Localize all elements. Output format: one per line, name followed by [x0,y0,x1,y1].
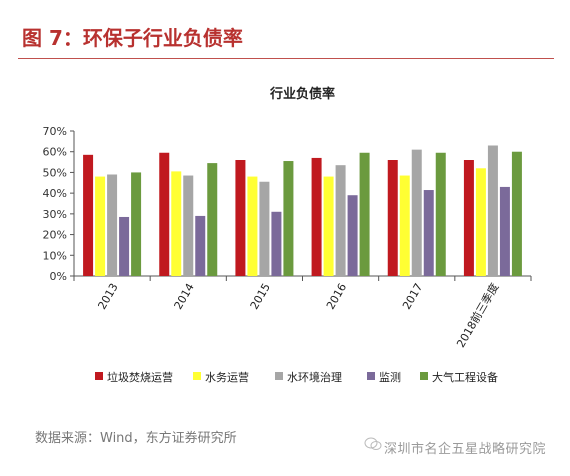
bar-2018前三季度-水环境治理 [487,145,498,276]
legend-label: 水务运营 [205,370,249,384]
bar-2017-水环境治理 [411,149,422,276]
x-tick-label: 2013 [95,281,120,312]
bar-2018前三季度-监测 [499,186,510,276]
bar-2013-水务运营 [95,176,106,276]
legend-label: 大气工程设备 [432,370,498,384]
legend-swatch-垃圾焚烧运营 [95,372,103,380]
y-tick-label: 50% [43,166,67,179]
bar-2014-水环境治理 [183,175,194,276]
bar-2016-监测 [347,195,358,276]
bar-2015-监测 [271,211,282,276]
x-tick-label: 2018前三季度 [453,280,501,349]
legend-label: 水环境治理 [287,370,342,384]
legend-swatch-大气工程设备 [420,372,428,380]
y-tick-label: 40% [43,187,67,200]
chart-title: 行业负债率 [269,86,335,102]
bar-2013-垃圾焚烧运营 [83,154,94,276]
y-tick-label: 0% [50,270,67,283]
bar-2014-监测 [195,215,206,276]
bar-2016-水务运营 [323,176,334,276]
bar-2017-大气工程设备 [435,152,446,276]
legend-label: 垃圾焚烧运营 [107,370,173,384]
x-tick-label: 2016 [324,281,349,312]
bar-2014-大气工程设备 [207,163,218,276]
legend-swatch-监测 [367,372,375,380]
legend-swatch-水务运营 [193,372,201,380]
bar-2015-大气工程设备 [283,161,294,276]
bar-2013-监测 [119,216,130,276]
legend-swatch-水环境治理 [275,372,283,380]
bar-2015-水环境治理 [259,181,270,276]
figure-title: 图 7：环保子行业负债率 [22,26,243,50]
x-tick-label: 2015 [248,281,273,312]
y-tick-label: 30% [43,208,67,221]
bar-2015-水务运营 [247,176,258,276]
x-tick-label: 2014 [172,281,197,312]
legend-label: 监测 [379,371,401,384]
bar-2014-水务运营 [171,171,182,276]
title-divider [18,58,554,59]
bar-2014-垃圾焚烧运营 [159,152,170,276]
bar-2015-垃圾焚烧运营 [235,160,246,276]
source-note: 数据来源：Wind，东方证券研究所 [35,431,237,446]
x-tick-label: 2017 [400,281,425,312]
bar-2016-水环境治理 [335,165,346,276]
bar-2017-垃圾焚烧运营 [387,160,398,276]
bar-2017-水务运营 [399,175,410,276]
y-tick-label: 10% [43,249,67,262]
y-tick-label: 60% [43,146,67,159]
bar-2016-大气工程设备 [359,152,370,276]
y-tick-label: 20% [43,229,67,242]
bar-2018前三季度-大气工程设备 [511,151,522,276]
bar-2016-垃圾焚烧运营 [311,157,322,276]
watermark: 深圳市名企五星战略研究院 [384,442,547,457]
wechat-icon [364,437,382,450]
bar-2017-监测 [423,190,434,276]
bar-2018前三季度-垃圾焚烧运营 [463,160,474,276]
y-tick-label: 70% [43,125,67,138]
bar-2013-水环境治理 [107,174,118,276]
bar-2013-大气工程设备 [131,172,142,276]
bar-2018前三季度-水务运营 [475,168,486,276]
